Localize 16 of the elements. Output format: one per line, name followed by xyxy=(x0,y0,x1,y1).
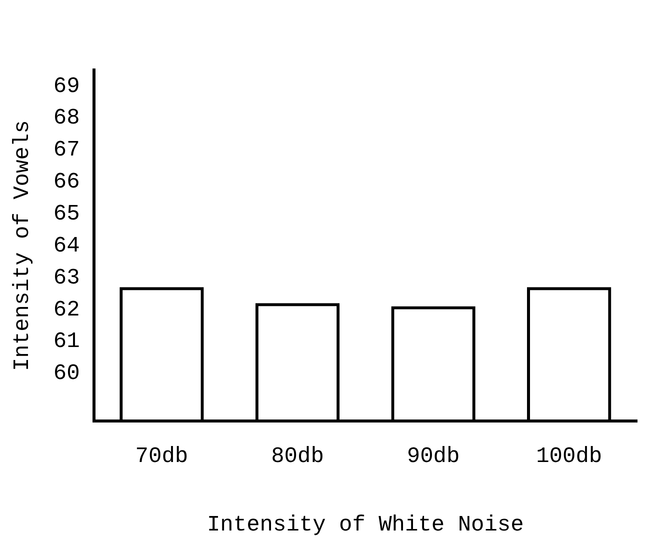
x-tick-label: 70db xyxy=(135,444,188,470)
y-tick-label: 68 xyxy=(53,106,80,131)
x-tick-label: 100db xyxy=(536,444,602,470)
y-tick-label: 63 xyxy=(53,265,80,290)
y-tick-label: 60 xyxy=(53,361,80,386)
y-tick-label: 64 xyxy=(53,233,80,258)
y-tick-label: 67 xyxy=(53,138,80,163)
x-tick-label: 90db xyxy=(406,444,460,470)
y-tick-label: 61 xyxy=(53,329,80,354)
y-tick-label: 66 xyxy=(53,170,80,195)
x-tick-label: 80db xyxy=(271,444,324,470)
y-tick-label: 69 xyxy=(53,74,80,99)
y-tick-label: 62 xyxy=(53,297,80,322)
y-tick-label: 65 xyxy=(53,202,80,226)
x-axis-title: Intensity of White Noise xyxy=(206,512,524,538)
y-axis-title: Intensity of Vowels xyxy=(10,120,36,372)
